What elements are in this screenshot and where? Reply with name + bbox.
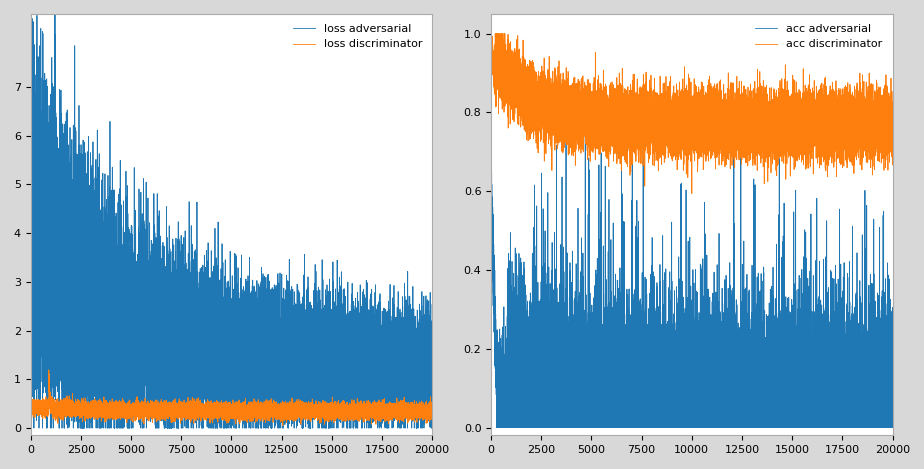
- loss discriminator: [401, 401, 412, 406]
- Line: loss adversarial: loss adversarial: [30, 0, 432, 428]
- loss adversarial: [268, 388, 279, 393]
- loss adversarial: [25, 106, 36, 111]
- loss discriminator: [126, 413, 137, 418]
- loss adversarial: [126, 325, 137, 331]
- acc adversarial: [675, 425, 687, 431]
- loss adversarial: [401, 375, 412, 381]
- Legend: acc adversarial, acc discriminator: acc adversarial, acc discriminator: [750, 19, 887, 54]
- acc discriminator: [728, 125, 739, 131]
- Line: loss discriminator: loss discriminator: [30, 370, 432, 426]
- acc adversarial: [491, 425, 502, 431]
- loss discriminator: [283, 412, 294, 417]
- acc discriminator: [687, 191, 698, 197]
- loss discriminator: [427, 408, 438, 414]
- loss adversarial: [312, 336, 323, 342]
- acc discriminator: [887, 109, 898, 114]
- acc discriminator: [586, 116, 597, 122]
- loss discriminator: [277, 423, 288, 429]
- loss discriminator: [43, 367, 55, 373]
- acc adversarial: [887, 397, 898, 403]
- loss adversarial: [283, 363, 294, 369]
- acc discriminator: [743, 123, 754, 129]
- acc discriminator: [485, 31, 496, 37]
- acc adversarial: [485, 188, 496, 194]
- Line: acc adversarial: acc adversarial: [491, 112, 893, 428]
- loss discriminator: [268, 403, 279, 409]
- loss discriminator: [215, 404, 226, 410]
- acc adversarial: [773, 425, 784, 431]
- loss adversarial: [427, 371, 438, 377]
- loss adversarial: [29, 425, 40, 431]
- loss adversarial: [215, 356, 226, 362]
- loss discriminator: [312, 401, 323, 407]
- acc adversarial: [743, 401, 754, 407]
- loss discriminator: [25, 401, 36, 407]
- acc discriminator: [861, 99, 872, 105]
- Line: acc discriminator: acc discriminator: [491, 34, 893, 194]
- acc adversarial: [586, 401, 597, 407]
- acc adversarial: [861, 406, 872, 412]
- acc adversarial: [579, 109, 590, 115]
- acc discriminator: [675, 112, 687, 117]
- acc adversarial: [728, 425, 739, 431]
- acc discriminator: [773, 113, 784, 119]
- Legend: loss adversarial, loss discriminator: loss adversarial, loss discriminator: [288, 19, 427, 54]
